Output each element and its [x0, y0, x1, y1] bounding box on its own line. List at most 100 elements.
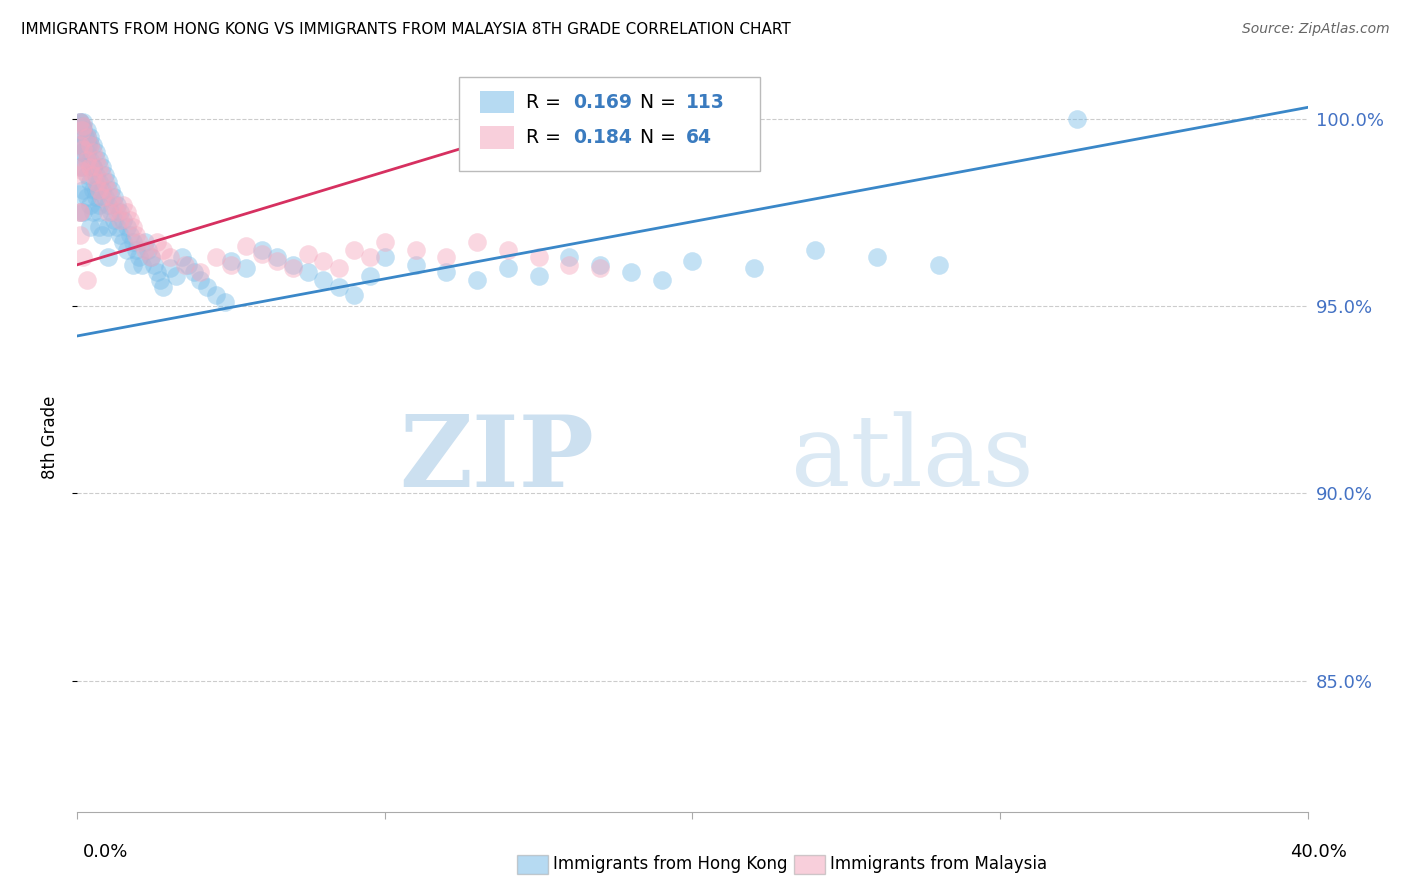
Point	[79, 137, 101, 152]
Point	[177, 258, 200, 272]
Point	[69, 115, 91, 129]
Point	[374, 235, 396, 250]
Point	[84, 153, 107, 167]
Point	[312, 254, 335, 268]
Point	[149, 273, 172, 287]
Text: R =: R =	[526, 93, 567, 112]
Point	[97, 198, 120, 212]
Point	[82, 205, 104, 219]
Text: 113: 113	[686, 93, 725, 112]
Point	[465, 273, 488, 287]
Point	[97, 183, 120, 197]
Point	[76, 123, 98, 137]
Point	[72, 205, 94, 219]
Point	[651, 273, 673, 287]
Point	[219, 258, 242, 272]
Point	[159, 250, 181, 264]
Point	[84, 183, 107, 197]
Point	[84, 145, 107, 160]
Point	[72, 115, 94, 129]
FancyBboxPatch shape	[479, 91, 515, 113]
Text: R =: R =	[526, 128, 567, 147]
Point	[110, 205, 132, 219]
Point	[112, 212, 135, 227]
Point	[90, 183, 114, 197]
Point	[312, 273, 335, 287]
Point	[76, 130, 98, 145]
Point	[204, 250, 226, 264]
Text: 0.0%: 0.0%	[83, 843, 128, 861]
Point	[146, 265, 169, 279]
Point	[76, 145, 98, 160]
Point	[343, 243, 366, 257]
Point	[97, 220, 120, 235]
FancyBboxPatch shape	[458, 78, 761, 171]
Point	[69, 137, 91, 152]
Point	[69, 115, 91, 129]
Point	[100, 205, 122, 219]
Point	[742, 261, 765, 276]
Point	[589, 261, 612, 276]
Point	[72, 161, 94, 175]
Point	[110, 212, 132, 227]
Point	[82, 168, 104, 182]
Point	[72, 164, 94, 178]
Point	[204, 287, 226, 301]
Point	[159, 261, 181, 276]
Point	[69, 205, 91, 219]
Point	[281, 258, 304, 272]
Point	[465, 235, 488, 250]
Point	[118, 212, 141, 227]
Point	[527, 268, 550, 283]
Point	[87, 198, 110, 212]
Y-axis label: 8th Grade: 8th Grade	[41, 395, 59, 479]
Text: Source: ZipAtlas.com: Source: ZipAtlas.com	[1241, 22, 1389, 37]
Point	[82, 137, 104, 152]
Point	[121, 220, 143, 235]
Point	[436, 250, 458, 264]
Point	[82, 183, 104, 197]
Point	[188, 265, 212, 279]
Point	[103, 198, 125, 212]
Point	[804, 243, 827, 257]
Point	[589, 258, 612, 272]
Point	[72, 142, 94, 156]
Point	[94, 168, 117, 182]
Point	[128, 235, 150, 250]
Point	[76, 153, 98, 167]
Point	[84, 190, 107, 204]
Point	[82, 161, 104, 175]
Text: N =: N =	[640, 128, 682, 147]
Point	[76, 153, 98, 167]
Point	[250, 243, 273, 257]
Point	[131, 258, 153, 272]
Point	[112, 235, 135, 250]
FancyBboxPatch shape	[479, 126, 515, 149]
Point	[94, 175, 117, 189]
Point	[69, 161, 91, 175]
Point	[235, 261, 257, 276]
Point	[105, 220, 128, 235]
Point	[79, 153, 101, 167]
Point	[143, 258, 166, 272]
Point	[141, 250, 163, 264]
Point	[343, 287, 366, 301]
Point	[128, 250, 150, 264]
Point	[141, 250, 163, 264]
Point	[72, 250, 94, 264]
Point	[73, 130, 96, 145]
Point	[69, 205, 91, 219]
Point	[436, 265, 458, 279]
Point	[146, 235, 169, 250]
Point	[69, 137, 91, 152]
Point	[72, 123, 94, 137]
Point	[115, 205, 138, 219]
Point	[266, 250, 288, 264]
Point	[281, 261, 304, 276]
Point	[136, 243, 159, 257]
Point	[72, 137, 94, 152]
Point	[183, 265, 205, 279]
Point	[79, 137, 101, 152]
Point	[174, 258, 197, 272]
Point	[69, 227, 91, 242]
